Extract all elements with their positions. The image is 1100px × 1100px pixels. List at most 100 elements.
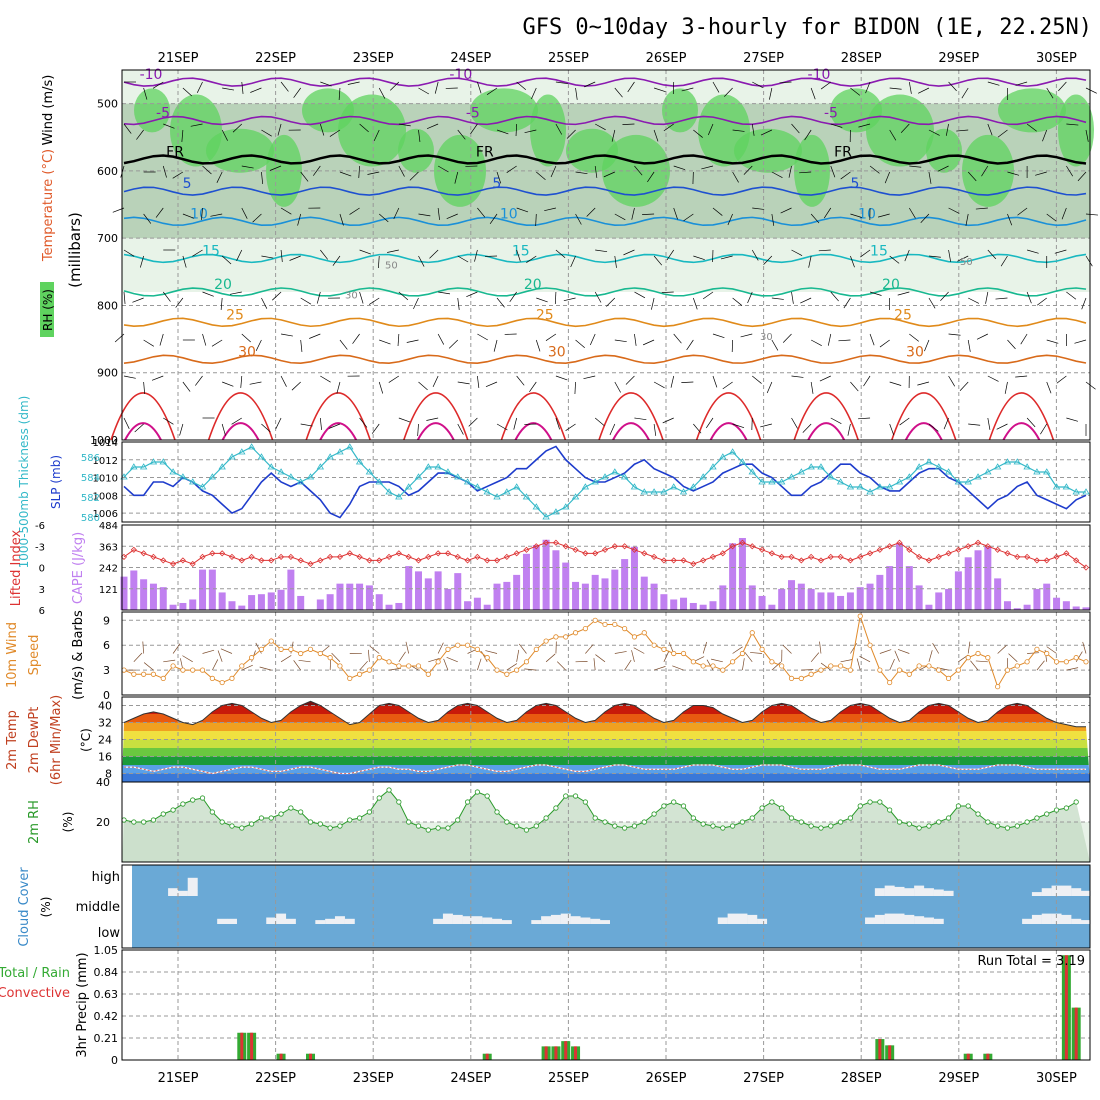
tick-label: 1000 [90,434,118,447]
wind-barb [869,165,880,174]
wind-barb [261,423,271,433]
rh2m-marker [543,815,549,821]
lifted-index-marker [592,550,599,557]
thickness-marker [1043,468,1051,475]
wind-barb [1026,123,1037,132]
rh2m-marker [268,815,274,821]
lifted-index-marker [415,557,422,564]
wind-speed-marker [1034,646,1040,652]
wind-barb [653,666,666,671]
wind-barb [750,652,763,654]
cape-bar [218,592,226,610]
wind-barb [1020,333,1028,345]
cape-bar [405,566,413,610]
wind-barb [827,333,832,346]
wind-barb [289,255,301,261]
thickness-marker [287,473,295,480]
wind-barb [429,249,439,259]
thickness-marker [296,478,305,485]
wind-barb [611,129,616,142]
rh2m-marker [651,811,657,817]
wind-barb [202,165,212,175]
isotherm-line [123,115,1087,126]
isotherm-label: -5 [824,105,838,121]
wind-barb [457,129,466,140]
axis-label: CAPE (J/kg) [71,532,86,604]
wind-barb [943,417,949,430]
wind-barb [506,165,517,174]
lifted-index-marker [857,553,864,560]
wind-barb [574,381,576,395]
isotherm-label: 25 [894,307,912,323]
wind-speed-marker [1063,659,1069,665]
wind-speed-marker [563,634,569,640]
wind-speed-marker [199,667,206,673]
wind-barb [336,381,341,394]
wind-speed-marker [641,630,647,636]
thickness-marker [846,483,855,490]
lifted-index-marker [1073,557,1080,564]
wind-barb [388,375,400,383]
wind-barb [869,333,875,346]
wind-barb [1015,81,1028,86]
precip-convective-bar [250,1032,254,1060]
lifted-index-marker [385,553,393,560]
rh2m-marker [769,799,775,805]
wind-barb [712,81,720,93]
wind-barb [358,165,360,178]
top-date-label: 29SEP [938,51,979,66]
rh-moist-area [338,94,406,167]
wind-barb [975,660,988,663]
cloud-frame [121,864,1091,949]
lifted-index-marker [405,553,412,560]
wind-barb [967,641,971,654]
isotherm-label: -5 [156,105,170,121]
lifted-index-marker [307,560,314,568]
top-date-label: 25SEP [548,51,589,66]
cape-bar [336,583,344,610]
cape-bar [611,569,619,610]
precip-convective-bar [240,1032,244,1060]
cloud-cell [452,914,463,924]
wind-barb [320,249,328,260]
lifted-index-marker [1033,557,1040,564]
wind-barb [1082,641,1087,654]
wind-barb [889,381,902,386]
wind-barb [1085,87,1097,94]
rh2m-marker [916,825,922,831]
cloud-cell [168,888,179,896]
wind-barb [181,129,184,142]
isotherm-line [403,392,469,441]
wind-barb [432,375,439,388]
wind-barb [261,129,272,137]
thickness-marker [375,478,383,485]
wind-barb [261,171,264,184]
wind-barb [293,660,301,671]
temp-band [122,765,1090,774]
precip-convective-bar [986,1053,990,1060]
cape-bar [297,595,305,610]
tick-label: 0 [103,689,110,702]
bottom-date-label: 29SEP [938,1071,979,1086]
tick-label: 3 [39,585,45,596]
wind-speed-marker [700,663,706,669]
wind-barb [752,375,762,384]
wind-barb [277,123,282,136]
tick-label: 584 [81,473,100,484]
cape-bar [149,583,157,610]
cape-bar [601,578,609,610]
wind-barb [981,165,989,177]
wind-barb [240,375,243,388]
cloud-cell [1081,890,1091,896]
lifted-index-marker [493,557,501,564]
wind-barb [928,650,933,662]
wind-barb [163,417,174,425]
rh2m-marker [887,807,893,813]
wind-barb [1046,381,1052,394]
cloud-cell [894,886,905,896]
wind-barb [114,333,125,343]
wind-barb [535,339,541,352]
wind-speed-marker [347,675,353,682]
cloud-cell [501,920,512,924]
wind-barb [900,123,910,134]
